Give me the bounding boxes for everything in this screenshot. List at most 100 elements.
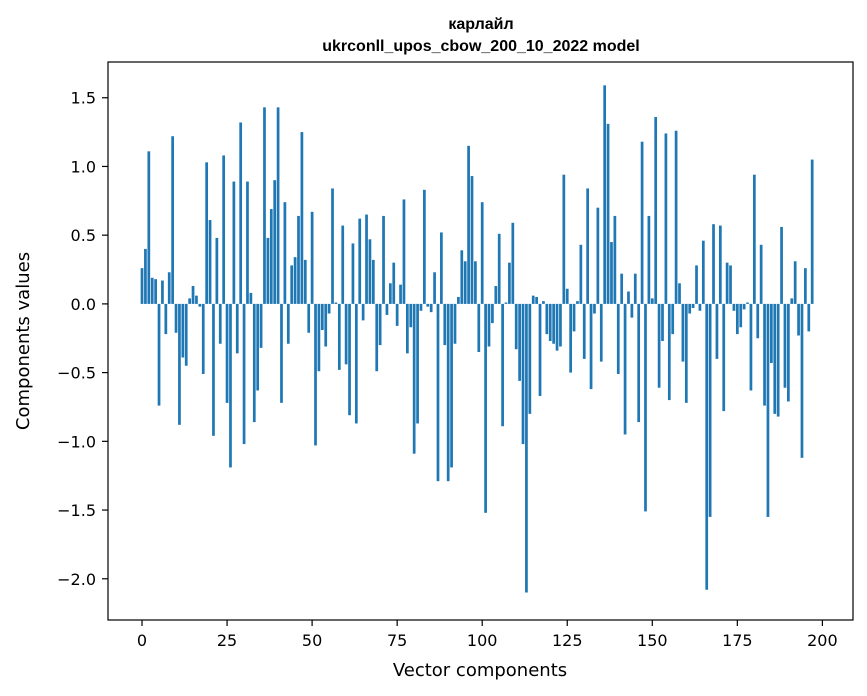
bar — [528, 303, 532, 414]
bar — [776, 303, 780, 417]
bar — [613, 215, 617, 304]
bar — [252, 303, 256, 423]
bar — [664, 133, 668, 304]
bar — [201, 303, 205, 374]
bar — [249, 292, 253, 304]
bar — [212, 303, 215, 436]
bar — [161, 280, 164, 304]
y-tick-label: 1.5 — [71, 89, 96, 108]
bar — [191, 286, 195, 304]
bar — [327, 303, 331, 314]
bar — [752, 174, 756, 304]
bar — [314, 303, 317, 446]
bar — [273, 180, 277, 304]
bar — [504, 302, 508, 304]
bar — [654, 116, 658, 304]
bar — [341, 225, 345, 304]
bar — [678, 283, 681, 304]
bar — [637, 303, 641, 423]
bar — [246, 181, 249, 304]
x-tick-label: 175 — [722, 631, 753, 650]
bar — [426, 303, 430, 307]
bar — [331, 188, 334, 304]
bar — [647, 215, 651, 304]
bar — [804, 268, 807, 304]
bar — [147, 151, 151, 304]
bar — [174, 303, 178, 333]
bar — [630, 303, 634, 318]
bar — [351, 243, 355, 304]
bar — [484, 303, 487, 513]
bar — [586, 188, 590, 304]
bar — [371, 259, 375, 304]
y-axis: 1.5 1.0 0.5 0.0 −0.5 −1.0 −1.5 −2.0 — [57, 89, 108, 589]
bar — [582, 303, 586, 359]
bar — [365, 214, 368, 304]
bar — [334, 302, 338, 304]
bar — [681, 303, 685, 362]
y-tick-label: 0.5 — [71, 226, 96, 245]
bar — [154, 279, 157, 304]
bar — [759, 244, 763, 304]
bar — [555, 303, 559, 351]
bar — [810, 159, 814, 304]
y-axis-label: Components values — [13, 252, 34, 430]
bar — [412, 303, 416, 454]
bar — [344, 303, 348, 365]
bar — [667, 303, 671, 401]
bar — [433, 272, 436, 304]
bar — [603, 85, 607, 304]
bar — [457, 297, 460, 304]
y-tick-label: 1.0 — [71, 157, 96, 176]
bar — [596, 207, 600, 304]
bar — [453, 303, 457, 344]
bar — [739, 303, 743, 328]
x-tick-label: 75 — [387, 631, 407, 650]
bar — [793, 261, 797, 304]
bar — [780, 226, 783, 304]
bar — [423, 189, 426, 304]
bar — [623, 303, 627, 435]
bar — [684, 303, 688, 403]
bar — [208, 220, 212, 304]
y-tick-label: 0.0 — [71, 295, 96, 314]
bar — [416, 303, 419, 424]
bar — [320, 303, 324, 330]
bar — [708, 303, 712, 517]
bar — [494, 286, 498, 304]
bar — [627, 291, 630, 304]
bar — [650, 298, 654, 304]
y-tick-label: −0.5 — [57, 364, 96, 383]
y-tick-label: −1.5 — [57, 501, 96, 520]
bar — [521, 303, 525, 445]
bar — [467, 145, 470, 304]
bar — [518, 303, 521, 381]
bar — [303, 259, 307, 304]
bar — [317, 303, 321, 372]
bar — [718, 225, 722, 304]
bar — [280, 303, 283, 403]
bar — [440, 232, 443, 304]
bar — [402, 199, 406, 304]
bar — [616, 303, 620, 374]
bar — [470, 176, 474, 304]
bar — [579, 244, 583, 304]
bar — [501, 303, 504, 427]
bar — [735, 303, 739, 335]
bar — [198, 303, 202, 307]
bar — [487, 303, 491, 347]
bar — [324, 303, 328, 347]
bar — [800, 303, 804, 458]
bar — [300, 132, 304, 304]
bar — [178, 303, 181, 425]
x-tick-label: 150 — [637, 631, 668, 650]
bar — [358, 218, 362, 304]
bar — [232, 181, 236, 304]
bar — [429, 303, 433, 313]
bar — [722, 303, 726, 412]
bar — [443, 303, 447, 346]
bar — [671, 303, 675, 335]
bar — [674, 130, 678, 304]
bar — [222, 155, 226, 304]
bar — [548, 303, 552, 341]
